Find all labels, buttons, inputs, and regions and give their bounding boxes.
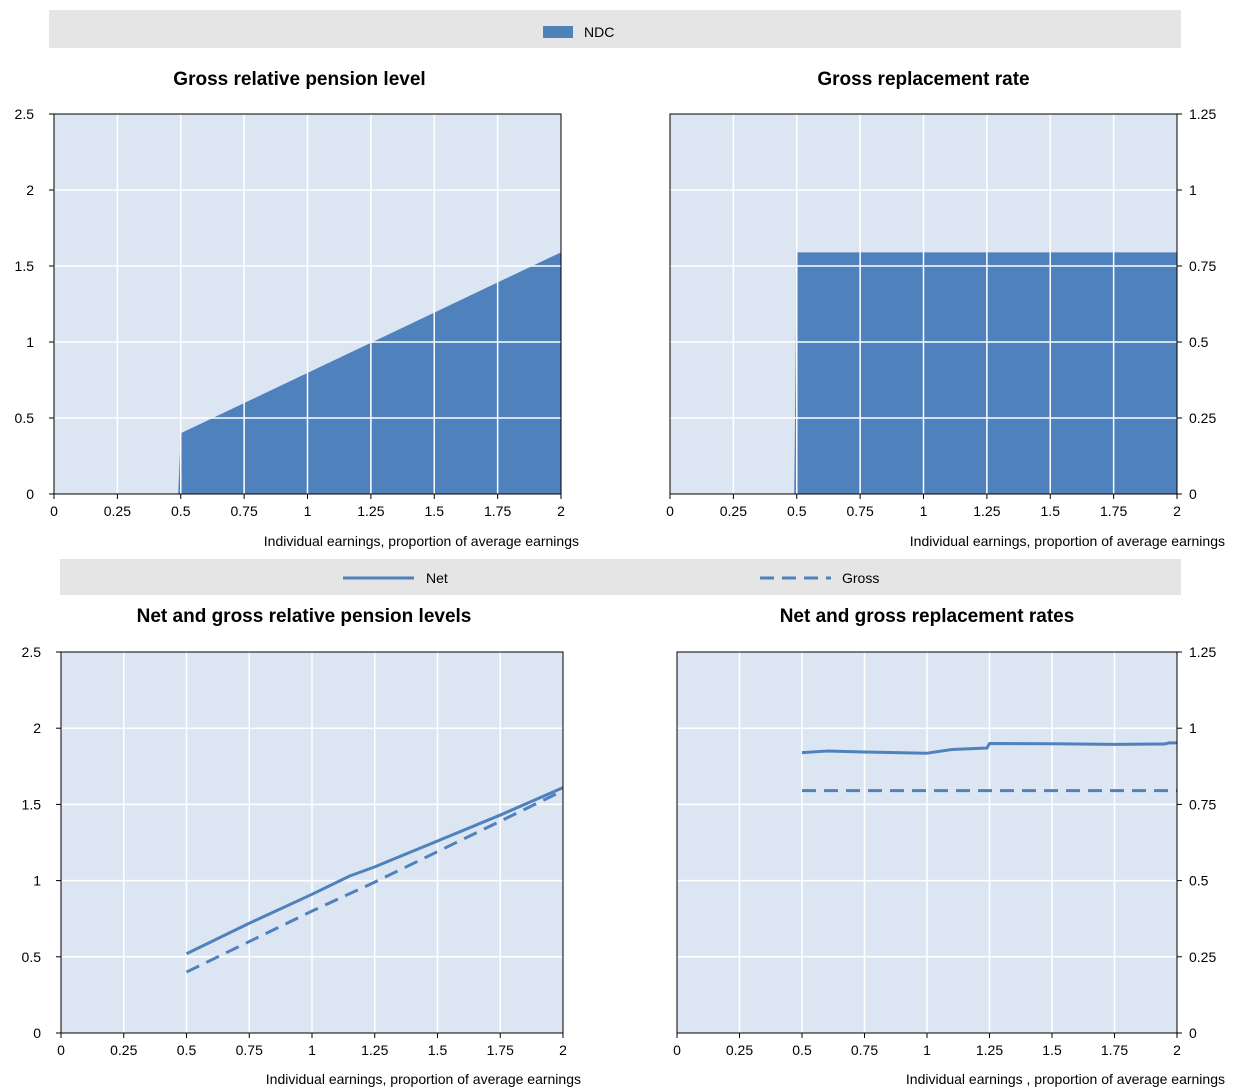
y-tick-label: 2.5 — [22, 644, 42, 660]
legend-label-net: Net — [426, 570, 448, 586]
y-tick-label: 0 — [26, 486, 34, 502]
x-tick-label: 1.25 — [357, 503, 384, 519]
x-axis-label: Individual earnings, proportion of avera… — [266, 1071, 581, 1087]
chart-title: Gross replacement rate — [817, 69, 1029, 90]
line-series-net — [801, 741, 1177, 755]
x-tick-label: 0.25 — [726, 1042, 753, 1058]
x-tick-label: 0.75 — [236, 1042, 263, 1058]
y-tick-label: 1.25 — [1189, 106, 1216, 122]
x-tick-label: 1 — [923, 1042, 931, 1058]
x-axis-label: Individual earnings, proportion of avera… — [910, 533, 1225, 549]
legend-top: NDC — [49, 10, 1181, 48]
x-tick-label: 0.25 — [104, 503, 131, 519]
y-tick-label: 0 — [1189, 1025, 1197, 1041]
x-tick-label: 1 — [304, 503, 312, 519]
legend-bottom: Net Gross — [60, 559, 1181, 595]
x-tick-label: 2 — [1173, 503, 1181, 519]
y-tick-label: 0.75 — [1189, 796, 1216, 812]
x-tick-label: 0.5 — [787, 503, 807, 519]
x-tick-label: 1 — [920, 503, 928, 519]
chart-net-gross-relative-pension-levels: Net and gross relative pension levels In… — [22, 606, 581, 1087]
x-tick-label: 0 — [673, 1042, 681, 1058]
plot-area — [53, 113, 562, 495]
legend-bottom-background — [60, 559, 1181, 595]
plot-area — [669, 113, 1178, 495]
legend-top-background — [49, 10, 1181, 48]
x-tick-label: 1.75 — [484, 503, 511, 519]
x-tick-label: 1.5 — [425, 503, 445, 519]
plot-area — [60, 651, 564, 1034]
x-tick-label: 2 — [1173, 1042, 1181, 1058]
x-tick-label: 0.75 — [231, 503, 258, 519]
x-tick-label: 0 — [666, 503, 674, 519]
x-tick-label: 0 — [57, 1042, 65, 1058]
legend-swatch-ndc — [543, 26, 573, 38]
x-tick-label: 0.75 — [851, 1042, 878, 1058]
y-tick-label: 1 — [33, 873, 41, 889]
x-tick-label: 0.5 — [792, 1042, 812, 1058]
y-tick-label: 0 — [1189, 486, 1197, 502]
y-tick-label: 1.5 — [15, 258, 35, 274]
area-series-ndc — [794, 252, 1177, 494]
chart-title: Gross relative pension level — [173, 69, 425, 90]
y-tick-label: 1 — [26, 334, 34, 350]
x-tick-label: 1.25 — [976, 1042, 1003, 1058]
y-tick-label: 1 — [1189, 720, 1197, 736]
chart-gross-relative-pension-level: Gross relative pension level Individual … — [15, 69, 579, 549]
y-tick-label: 1.5 — [22, 796, 42, 812]
y-tick-label: 0.75 — [1189, 258, 1216, 274]
x-tick-label: 1.25 — [361, 1042, 388, 1058]
y-tick-label: 0.25 — [1189, 410, 1216, 426]
x-tick-label: 1.5 — [428, 1042, 448, 1058]
y-tick-label: 0 — [33, 1025, 41, 1041]
x-tick-label: 0.5 — [177, 1042, 197, 1058]
legend-label-ndc: NDC — [584, 24, 614, 40]
x-tick-label: 0.25 — [720, 503, 747, 519]
y-tick-label: 0.5 — [22, 949, 42, 965]
y-tick-label: 1 — [1189, 182, 1197, 198]
line-series-gross — [185, 789, 564, 974]
x-tick-label: 0.5 — [171, 503, 191, 519]
y-tick-label: 1.25 — [1189, 644, 1216, 660]
x-tick-label: 1.25 — [973, 503, 1000, 519]
x-tick-label: 2 — [559, 1042, 567, 1058]
x-tick-label: 1.75 — [1100, 503, 1127, 519]
chart-title: Net and gross relative pension levels — [137, 606, 472, 627]
y-tick-label: 2 — [26, 182, 34, 198]
plot-area — [676, 651, 1178, 1034]
x-tick-label: 1.5 — [1042, 1042, 1062, 1058]
x-tick-label: 2 — [557, 503, 565, 519]
y-tick-label: 0.5 — [1189, 873, 1209, 889]
chart-gross-replacement-rate: Gross replacement rate Individual earnin… — [666, 69, 1225, 549]
x-tick-label: 1.5 — [1041, 503, 1061, 519]
chart-net-gross-replacement-rates: Net and gross replacement rates Individu… — [673, 606, 1225, 1087]
y-tick-label: 0.25 — [1189, 949, 1216, 965]
chart-title: Net and gross replacement rates — [780, 606, 1075, 627]
x-tick-label: 1 — [308, 1042, 316, 1058]
x-axis-label: Individual earnings , proportion of aver… — [906, 1071, 1225, 1087]
x-tick-label: 1.75 — [1101, 1042, 1128, 1058]
x-axis-label: Individual earnings, proportion of avera… — [264, 533, 579, 549]
legend-label-gross: Gross — [842, 570, 879, 586]
x-tick-label: 0.75 — [847, 503, 874, 519]
x-tick-label: 1.75 — [487, 1042, 514, 1058]
y-tick-label: 0.5 — [15, 410, 35, 426]
y-tick-label: 2 — [33, 720, 41, 736]
area-series-ndc — [178, 252, 561, 494]
y-tick-label: 2.5 — [15, 106, 35, 122]
line-series-net — [185, 786, 564, 956]
x-tick-label: 0 — [50, 503, 58, 519]
x-tick-label: 0.25 — [110, 1042, 137, 1058]
y-tick-label: 0.5 — [1189, 334, 1209, 350]
